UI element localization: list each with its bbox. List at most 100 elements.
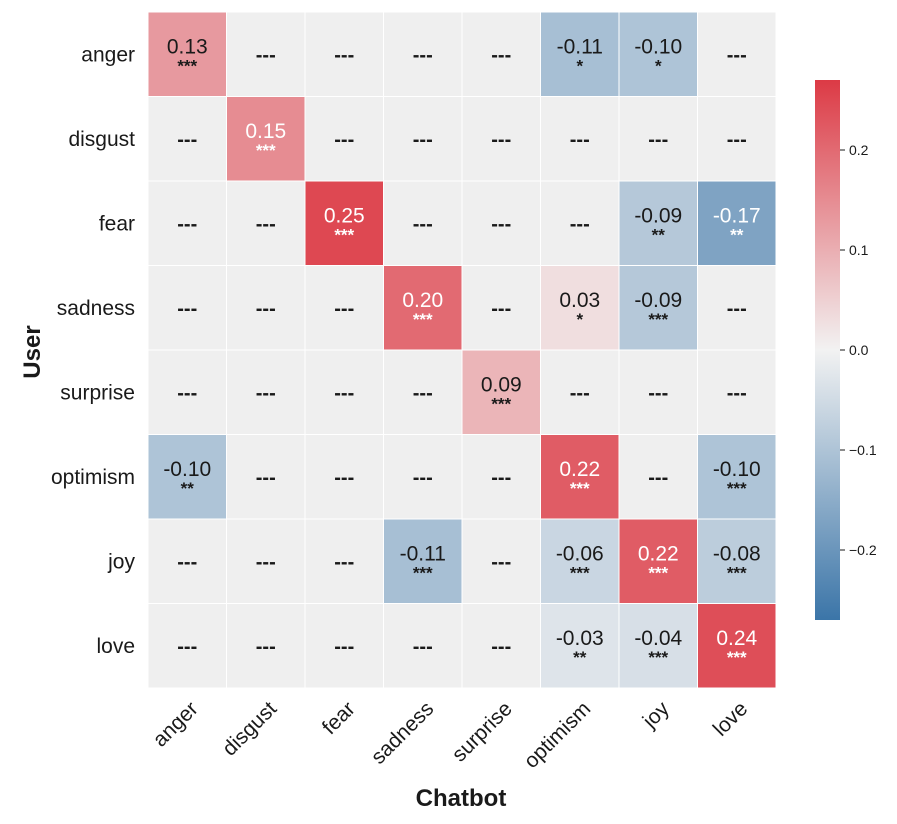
cell-placeholder: --- [648,129,668,151]
cell-value: -0.03 [556,627,604,650]
heatmap-cell [304,265,384,351]
cell-significance: * [655,56,662,75]
heatmap-cell [540,180,620,266]
heatmap-cell [147,180,227,266]
cell-significance: *** [648,563,668,582]
colorbar-gradient [815,80,840,620]
heatmap-cell [461,265,541,351]
cell-value: 0.22 [638,542,679,565]
heatmap-cell [383,603,463,689]
heatmap-cell [697,434,777,520]
heatmap-cell [147,518,227,604]
heatmap-cell [461,603,541,689]
heatmap-cell [147,603,227,689]
cell-placeholder: --- [413,467,433,489]
cell-significance: *** [727,563,747,582]
cell-significance: *** [413,563,433,582]
cell-placeholder: --- [334,636,354,658]
cell-significance: ** [652,225,666,244]
heatmap-cell [383,180,463,266]
heatmap-cell [383,265,463,351]
cell-value: 0.03 [559,289,600,312]
x-tick-label: optimism [520,697,596,773]
cell-significance: *** [727,479,747,498]
cell-placeholder: --- [256,551,276,573]
cell-value: -0.10 [163,458,211,481]
colorbar-tick-label: 0.0 [849,342,869,358]
cell-placeholder: --- [256,213,276,235]
heatmap-cell [147,11,227,97]
cell-value: -0.09 [634,204,682,227]
cell-significance: *** [648,648,668,667]
cell-placeholder: --- [727,44,747,66]
cell-significance: *** [570,479,590,498]
cell-significance: ** [573,648,587,667]
heatmap-cell [697,518,777,604]
cell-placeholder: --- [491,44,511,66]
cell-placeholder: --- [491,213,511,235]
cell-placeholder: --- [648,382,668,404]
y-tick-label: optimism [51,466,135,489]
cell-value: -0.08 [713,542,761,565]
cell-placeholder: --- [177,298,197,320]
cell-value: -0.09 [634,289,682,312]
x-tick-label: joy [638,697,674,733]
cell-placeholder: --- [334,467,354,489]
cell-placeholder: --- [727,382,747,404]
y-tick-label: disgust [68,128,135,151]
y-tick-label: anger [81,43,135,66]
heatmap-cell [540,603,620,689]
cell-significance: *** [491,394,511,413]
cell-value: -0.10 [713,458,761,481]
cell-placeholder: --- [727,298,747,320]
y-tick-label: surprise [60,381,135,404]
cell-value: -0.11 [557,35,603,58]
x-tick-labels: anger disgust fear sadness surprise optimism j… [149,697,753,773]
cell-placeholder: --- [570,382,590,404]
y-axis-label: User [19,325,46,378]
cell-placeholder: --- [256,636,276,658]
heatmap-cell [697,180,777,266]
y-tick-labels: anger disgust fear sadness surprise optimism j… [51,43,136,658]
cell-placeholder: --- [177,382,197,404]
cell-annotations: 0.13*** --- --- --- --- -0.11*-0.10* ------ 0.1… [163,35,760,667]
heatmap-cell [697,96,777,182]
y-tick-label: joy [107,550,135,573]
heatmap-cell [226,603,306,689]
cell-significance: *** [648,310,668,329]
cell-placeholder: --- [334,298,354,320]
cell-placeholder: --- [727,129,747,151]
cell-value: -0.06 [556,542,604,565]
heatmap-cell [461,518,541,604]
heatmap-cell [304,434,384,520]
cell-significance: * [576,56,583,75]
cell-placeholder: --- [491,298,511,320]
cell-placeholder: --- [177,129,197,151]
cell-significance: *** [570,563,590,582]
cell-significance: *** [727,648,747,667]
x-tick-label: fear [318,697,360,739]
cell-value: -0.10 [634,35,682,58]
heatmap-cell [540,434,620,520]
cell-placeholder: --- [491,551,511,573]
heatmap-cell [304,180,384,266]
heatmap-cell [226,96,306,182]
heatmap-cell [461,434,541,520]
cell-value: 0.15 [245,120,286,143]
cell-value: -0.04 [634,627,682,650]
heatmap-cell [540,349,620,435]
x-tick-label: disgust [218,697,281,760]
heatmap-cell [383,96,463,182]
cell-significance: * [576,310,583,329]
cell-placeholder: --- [334,129,354,151]
cell-placeholder: --- [491,129,511,151]
heatmap-cell [618,518,698,604]
heatmap-cell [618,349,698,435]
colorbar-ticks: 0.2 0.1 0.0 −0.1 −0.2 [840,142,877,558]
y-tick-label: fear [99,212,135,235]
cell-placeholder: --- [413,213,433,235]
heatmap-cell [697,349,777,435]
cell-value: 0.22 [559,458,600,481]
cell-placeholder: --- [570,129,590,151]
heatmap-cell [383,349,463,435]
